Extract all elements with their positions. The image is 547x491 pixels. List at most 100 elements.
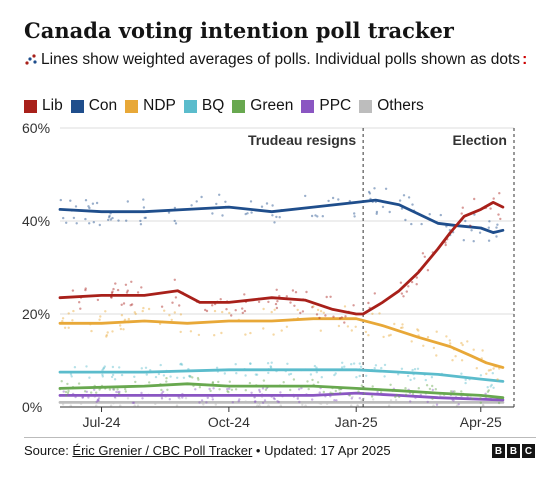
poll-dot <box>424 378 427 382</box>
poll-dot <box>218 193 221 196</box>
poll-dot <box>270 310 273 314</box>
poll-dot <box>230 388 234 391</box>
poll-dot <box>211 398 214 401</box>
poll-dot <box>401 326 404 329</box>
poll-dot <box>174 222 178 225</box>
poll-dot <box>282 381 285 384</box>
poll-dot <box>116 288 120 292</box>
poll-dot <box>112 388 116 391</box>
poll-dot <box>401 323 404 326</box>
poll-dot <box>258 404 261 407</box>
poll-dot <box>129 304 132 307</box>
poll-dot <box>490 383 493 387</box>
poll-dot <box>334 389 337 393</box>
poll-dot <box>158 322 162 326</box>
legend-item-bq: BQ <box>183 97 224 115</box>
poll-dot <box>116 388 119 391</box>
annotation-label: Election <box>453 132 507 148</box>
poll-dot <box>180 363 184 366</box>
poll-dot <box>208 387 211 391</box>
poll-dot <box>264 388 268 391</box>
poll-dot <box>226 387 229 391</box>
poll-dot <box>123 318 127 321</box>
poll-dot <box>311 306 314 309</box>
poll-dot <box>289 372 293 376</box>
poll-dot <box>340 366 344 369</box>
poll-dot <box>406 374 410 378</box>
poll-dot <box>350 397 353 400</box>
poll-dot <box>179 363 182 366</box>
poll-dot <box>340 316 343 319</box>
poll-dot <box>218 388 221 391</box>
poll-dot <box>364 330 368 334</box>
poll-dot <box>98 223 102 227</box>
poll-dot <box>176 376 179 379</box>
poll-dot <box>96 398 100 401</box>
poll-dot <box>226 390 229 393</box>
poll-dot <box>188 374 191 378</box>
poll-dot <box>460 212 463 215</box>
poll-dot <box>133 311 136 314</box>
poll-dot <box>67 312 70 315</box>
poll-dot <box>178 397 181 400</box>
poll-dot <box>142 306 145 310</box>
poll-dot <box>367 190 371 194</box>
poll-dot <box>194 388 197 391</box>
poll-dot <box>78 301 81 304</box>
poll-dot <box>102 367 105 370</box>
poll-dot <box>356 404 359 407</box>
poll-dot <box>111 290 114 293</box>
poll-dot <box>355 376 358 379</box>
poll-dot <box>333 373 336 377</box>
poll-dot <box>106 331 109 334</box>
poll-dot <box>119 404 122 407</box>
poll-dot <box>91 202 95 205</box>
poll-dot <box>111 216 114 220</box>
poll-dot <box>435 403 439 406</box>
poll-dot <box>356 404 359 407</box>
poll-dot <box>400 207 404 210</box>
poll-dot <box>496 378 499 381</box>
poll-dot <box>416 367 420 370</box>
poll-dot <box>102 366 106 370</box>
poll-dot <box>144 366 148 369</box>
poll-dot <box>173 311 176 314</box>
poll-dot <box>486 390 490 393</box>
poll-dot <box>344 315 347 318</box>
poll-dot <box>491 372 494 375</box>
poll-dot <box>275 288 278 291</box>
poll-dot <box>117 219 120 222</box>
poll-dot <box>179 313 183 316</box>
poll-dot <box>125 291 129 294</box>
poll-dot <box>265 202 269 205</box>
poll-dot <box>410 280 414 284</box>
poll-dot <box>289 388 292 392</box>
y-tick-label: 60% <box>22 120 50 136</box>
poll-dot <box>141 309 144 313</box>
poll-dot <box>254 373 258 376</box>
poll-dot <box>431 388 434 392</box>
poll-dot <box>84 288 87 292</box>
poll-dot <box>435 330 438 333</box>
poll-dot <box>407 285 410 288</box>
poll-dot <box>110 291 114 295</box>
poll-dot <box>432 404 435 407</box>
source-link[interactable]: Éric Grenier / CBC Poll Tracker <box>72 443 253 458</box>
poll-dot <box>331 392 334 395</box>
poll-dot <box>360 399 363 402</box>
poll-dot <box>272 333 275 336</box>
poll-dot <box>69 373 73 376</box>
poll-dot <box>213 334 216 337</box>
poll-dot <box>274 302 278 306</box>
poll-dot <box>105 334 109 337</box>
poll-dot <box>431 397 434 400</box>
poll-dot <box>402 194 406 197</box>
poll-dot <box>373 367 376 370</box>
poll-dot <box>119 324 122 327</box>
poll-dot <box>404 218 407 222</box>
poll-dot <box>333 399 336 402</box>
legend-item-others: Others <box>359 97 424 115</box>
poll-dot <box>112 287 115 291</box>
poll-dot <box>243 293 246 296</box>
poll-dot <box>97 397 101 400</box>
